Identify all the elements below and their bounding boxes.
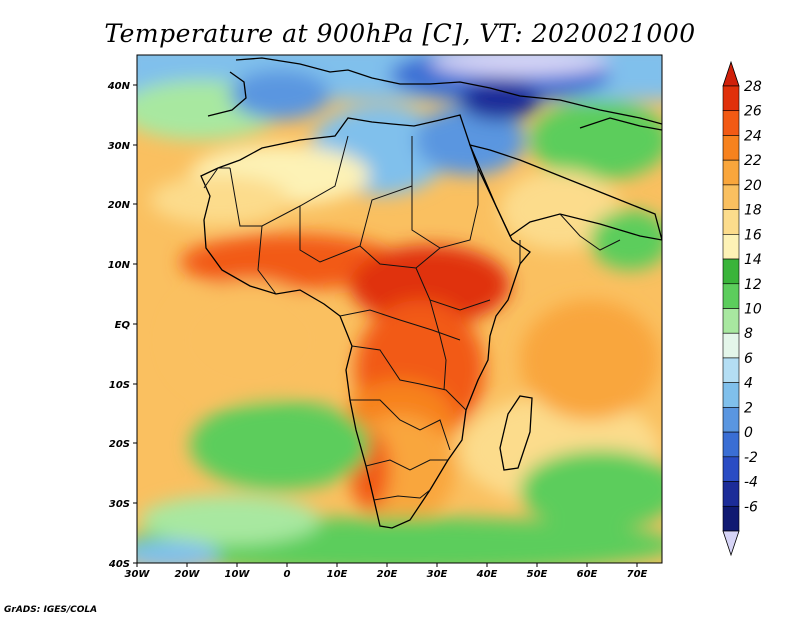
y-tick-label: 10S [109,380,130,391]
y-tick-label: 40N [107,81,131,92]
colorbar-label: 16 [744,227,762,243]
x-tick-label: 50E [527,569,548,580]
y-tick-label: 30N [108,141,131,152]
colorbar-label: 26 [744,104,762,120]
colorbar-cell [722,357,740,383]
colorbar-label: 4 [744,376,753,392]
y-tick-label: 30S [109,499,130,510]
y-tick-label: 10N [108,260,131,271]
x-tick-label: 30W [125,569,151,580]
colorbar-cell [722,456,740,482]
colorbar-cell [722,184,740,210]
x-tick-label: 0 [284,569,291,580]
x-tick-label: 70E [627,569,648,580]
y-tick-label: 20S [109,439,130,450]
colorbar-cell [722,407,740,433]
temperature-field [137,55,662,563]
y-axis-labels: 40N 30N 20N 10N EQ 10S 20S 30S 40S [107,81,131,570]
colorbar-low-cap [722,530,740,557]
colorbar-label: 14 [744,252,762,268]
colorbar-cell [722,110,740,136]
x-tick-label: 40E [476,569,498,580]
x-tick-label: 30E [427,569,448,580]
colorbar-cell [722,135,740,161]
colorbar-cell [722,234,740,260]
colorbar-label: -4 [744,475,758,491]
colorbar-cell [722,505,740,532]
colorbar-label: -2 [744,450,758,466]
y-tick-label: 40S [108,559,130,570]
x-axis-labels: 30W 20W 10W 0 10E 20E 30E 40E 50E 60E 70… [125,569,648,580]
colorbar-cell [722,431,740,458]
colorbar-label: 10 [744,302,762,318]
grads-credit: GrADS: IGES/COLA [4,605,97,615]
colorbar-label: 28 [744,79,762,95]
colorbar-label: 6 [744,351,753,367]
colorbar-label: 8 [744,326,753,342]
y-tick-label: 20N [108,200,131,211]
colorbar-label: 12 [744,277,762,293]
colorbar-label: 2 [744,400,753,416]
colorbar-high-cap [722,60,740,87]
colorbar-label: 24 [744,128,762,144]
map-title: Temperature at 900hPa [C], VT: 202002100… [104,19,695,48]
colorbar-label: 22 [744,153,762,169]
colorbar-cell [722,382,740,408]
colorbar-cell [722,85,740,112]
x-tick-label: 10E [327,569,348,580]
coastlines [200,57,662,529]
country-borders [203,135,621,501]
map-frame [136,54,663,564]
axis-tick-marks [133,84,638,567]
colorbar-label: 20 [744,178,762,194]
colorbar-cell [722,209,740,235]
x-tick-label: 20W [175,569,201,580]
colorbar-label: 0 [744,425,753,441]
colorbar-cell [722,159,740,186]
colorbar-cell [722,481,740,507]
colorbar-label: -6 [744,499,758,515]
x-tick-label: 10W [225,569,251,580]
colorbar-cell [722,258,740,285]
colorbar-cells [722,85,740,532]
y-tick-label: EQ [115,320,131,331]
x-tick-label: 60E [577,569,598,580]
colorbar-cell [722,332,740,359]
colorbar-cell [722,283,740,309]
x-tick-label: 20E [377,569,398,580]
colorbar-label: 18 [744,203,762,219]
colorbar-cell [722,308,740,334]
